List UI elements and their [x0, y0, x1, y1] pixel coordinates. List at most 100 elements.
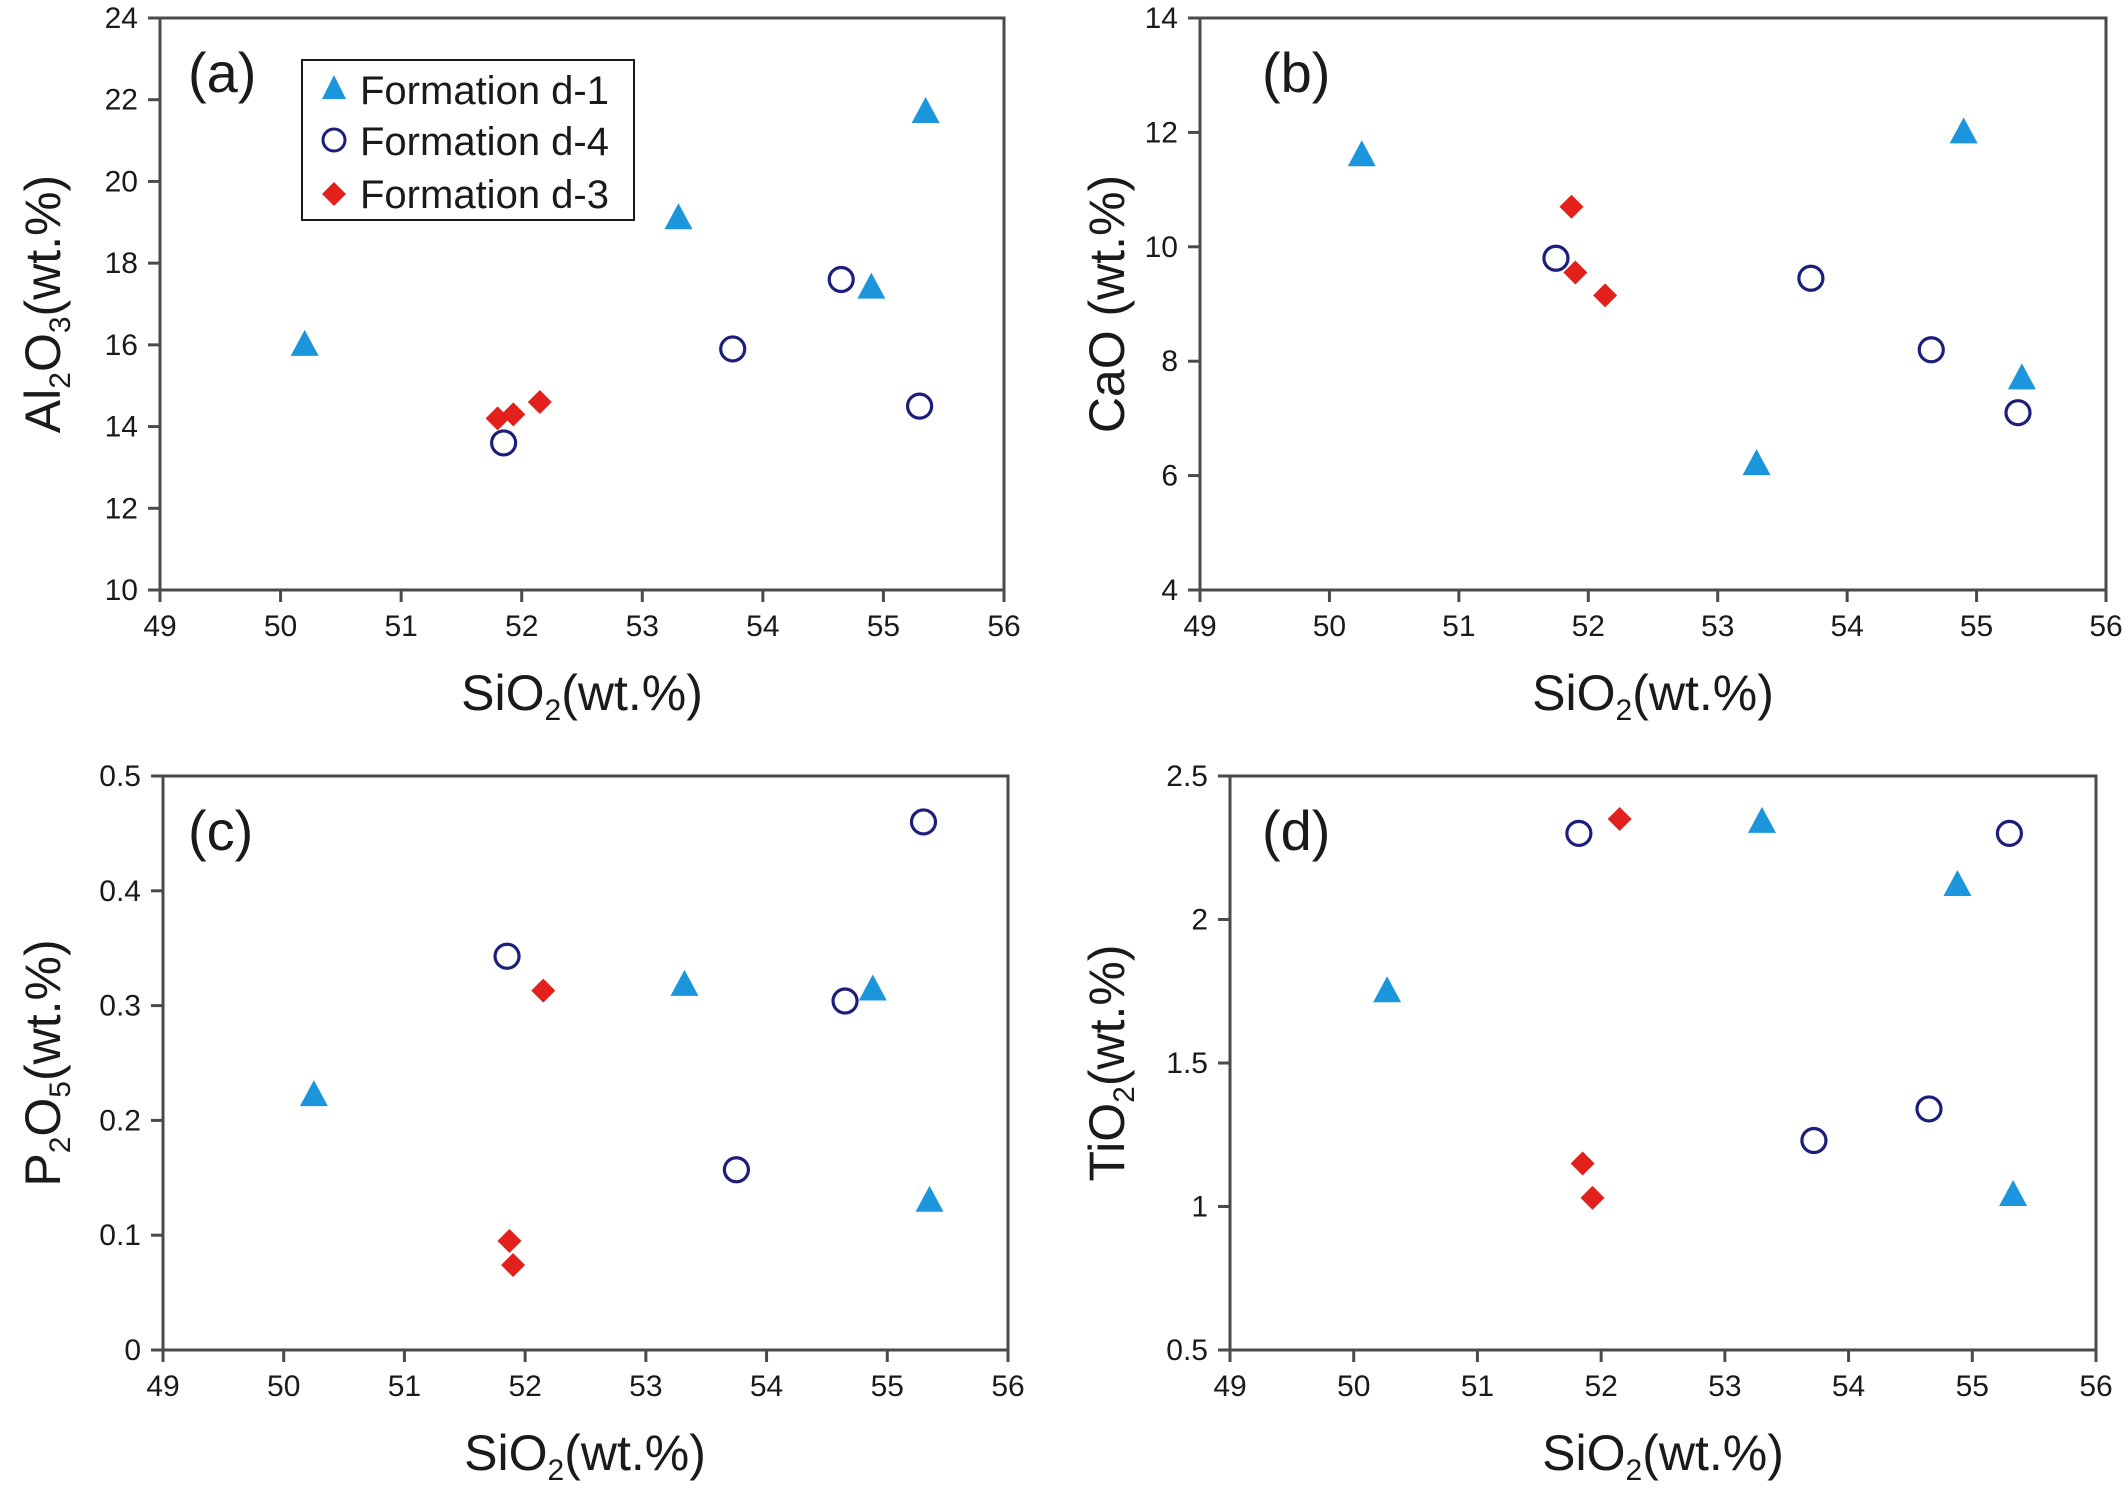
- legend-item-formation-d3: Formation d-3: [322, 173, 609, 217]
- plot-frame-c: [161, 774, 1010, 1352]
- point-formation-d4-d: [1995, 819, 2024, 848]
- x-tick-label-c: 53: [629, 1370, 662, 1403]
- x-axis-title-a: SiO2(wt.%): [461, 665, 703, 727]
- x-tick-label-a: 50: [264, 610, 297, 643]
- y-tick-label-a: 24: [105, 2, 138, 35]
- point-formation-d1-b: [2007, 363, 2036, 390]
- markers-d: [1373, 806, 2028, 1210]
- markers-b: [1347, 117, 2036, 476]
- point-formation-d4-b: [2004, 399, 2032, 427]
- x-tick-label-c: 54: [750, 1370, 783, 1403]
- y-ticks-c: 0 0.1 0.2 0.3 0.4 0.5: [99, 760, 163, 1367]
- panel-label-a: (a): [188, 41, 256, 104]
- y-tick-label-c: 0: [124, 1334, 141, 1367]
- point-formation-d4-a: [719, 335, 747, 363]
- point-formation-d1-d: [1373, 976, 1402, 1003]
- x-axis-title-b: SiO2(wt.%): [1532, 665, 1774, 727]
- y-tick-label-c: 0.2: [99, 1104, 141, 1137]
- y-ticks-a: 10 12 14 16 18 20 22 24: [105, 2, 160, 607]
- markers-c: [299, 808, 944, 1278]
- x-tick-label-c: 50: [267, 1370, 300, 1403]
- point-formation-d3-c: [501, 1253, 526, 1278]
- y-tick-label-a: 16: [105, 329, 138, 362]
- y-axis-title-b: CaO (wt.%): [1079, 175, 1135, 433]
- x-tick-label-a: 54: [746, 610, 779, 643]
- point-formation-d4-a: [905, 392, 934, 420]
- x-tick-label-a: 53: [626, 610, 659, 643]
- x-tick-label-d: 56: [2079, 1370, 2112, 1403]
- point-formation-d1-b: [1949, 117, 1978, 144]
- y-tick-label-c: 0.3: [99, 990, 141, 1023]
- y-axis-title-a: Al2O3(wt.%): [15, 175, 77, 433]
- y-tick-label-c: 0.4: [99, 875, 141, 908]
- x-tick-label-b: 54: [1830, 610, 1863, 643]
- point-formation-d3-c: [497, 1228, 522, 1253]
- point-formation-d3-a: [527, 390, 552, 415]
- point-formation-d3-d: [1580, 1185, 1605, 1210]
- point-formation-d3-b: [1559, 194, 1584, 219]
- x-tick-label-d: 50: [1337, 1370, 1370, 1403]
- y-ticks-d: 0.5 1 1.5 2 2.5: [1166, 760, 1230, 1367]
- point-formation-d4-b: [1917, 336, 1945, 364]
- x-axis-title-d: SiO2(wt.%): [1542, 1425, 1784, 1487]
- legend-diamond-icon: [322, 182, 346, 206]
- x-tick-label-c: 49: [146, 1370, 179, 1403]
- y-tick-label-d: 2.5: [1166, 760, 1208, 793]
- y-tick-label-b: 8: [1161, 345, 1178, 378]
- point-formation-d3-d: [1607, 807, 1632, 832]
- legend-label-formation-d3: Formation d-3: [360, 173, 609, 217]
- point-formation-d1-b: [1347, 140, 1376, 167]
- panel-label-c: (c): [188, 799, 253, 862]
- y-axis-title-d: TiO2(wt.%): [1079, 944, 1141, 1181]
- point-formation-d4-a: [490, 429, 518, 457]
- x-tick-label-c: 51: [388, 1370, 421, 1403]
- legend-circle-icon: [321, 127, 347, 153]
- legend-box: [301, 59, 635, 221]
- point-formation-d1-d: [1999, 1180, 2028, 1207]
- legend: Formation d-1 Formation d-4 Formation d-…: [301, 59, 635, 221]
- point-formation-d4-d: [1800, 1126, 1828, 1155]
- markers-a: [290, 96, 940, 457]
- x-ticks-d: 49 50 51 52 53 54 55 56: [1213, 1350, 2113, 1403]
- x-tick-label-b: 49: [1183, 610, 1216, 643]
- panel-label-b: (b): [1262, 41, 1330, 104]
- point-formation-d3-d: [1570, 1151, 1595, 1176]
- panel-a: 49 50 51 52 53 54 55 56 10 12 14 16 18 20 22 24 (a) Si…: [15, 2, 1021, 727]
- x-tick-label-c: 55: [871, 1370, 904, 1403]
- point-formation-d1-c: [670, 969, 699, 996]
- legend-item-formation-d4: Formation d-4: [321, 120, 609, 164]
- legend-label-formation-d1: Formation d-1: [360, 69, 609, 113]
- x-tick-label-a: 55: [867, 610, 900, 643]
- x-axis-title-c: SiO2(wt.%): [464, 1425, 706, 1487]
- point-formation-d3-c: [531, 978, 556, 1003]
- x-tick-label-c: 52: [508, 1370, 541, 1403]
- x-ticks-b: 49 50 51 52 53 54 55 56: [1183, 590, 2123, 643]
- legend-label-formation-d4: Formation d-4: [360, 120, 609, 164]
- x-tick-label-b: 53: [1701, 610, 1734, 643]
- point-formation-d1-d: [1747, 806, 1776, 833]
- x-tick-label-d: 52: [1584, 1370, 1617, 1403]
- x-ticks-a: 49 50 51 52 53 54 55 56: [143, 590, 1021, 643]
- y-axis-title-c: P2O5(wt.%): [15, 939, 77, 1186]
- x-tick-label-a: 52: [505, 610, 538, 643]
- y-tick-label-d: 1: [1191, 1191, 1208, 1224]
- x-ticks-c: 49 50 51 52 53 54 55 56: [146, 1350, 1025, 1403]
- panel-d: 49 50 51 52 53 54 55 56 0.5 1 1.5 2 2.5 (d) SiO2(wt…: [1079, 760, 2113, 1487]
- point-formation-d4-b: [1542, 244, 1570, 272]
- panel-c: 49 50 51 52 53 54 55 56 0 0.1 0.2 0.3 0.4 0.5 (c) Si…: [15, 760, 1025, 1487]
- plot-frame-a: [158, 16, 1006, 592]
- point-formation-d1-b: [1742, 449, 1771, 476]
- x-tick-label-d: 49: [1213, 1370, 1246, 1403]
- point-formation-d1-a: [911, 96, 940, 123]
- panel-label-d: (d): [1262, 799, 1330, 862]
- y-ticks-b: 4 6 8 10 12 14: [1145, 2, 1200, 607]
- point-formation-d4-c: [831, 987, 859, 1015]
- y-tick-label-d: 2: [1191, 904, 1208, 937]
- x-tick-label-b: 56: [2089, 610, 2122, 643]
- point-formation-d4-a: [827, 265, 855, 294]
- y-tick-label-a: 20: [105, 165, 138, 198]
- plot-frame-d: [1228, 774, 2098, 1352]
- point-formation-d1-a: [664, 203, 693, 230]
- y-tick-label-b: 12: [1145, 116, 1178, 149]
